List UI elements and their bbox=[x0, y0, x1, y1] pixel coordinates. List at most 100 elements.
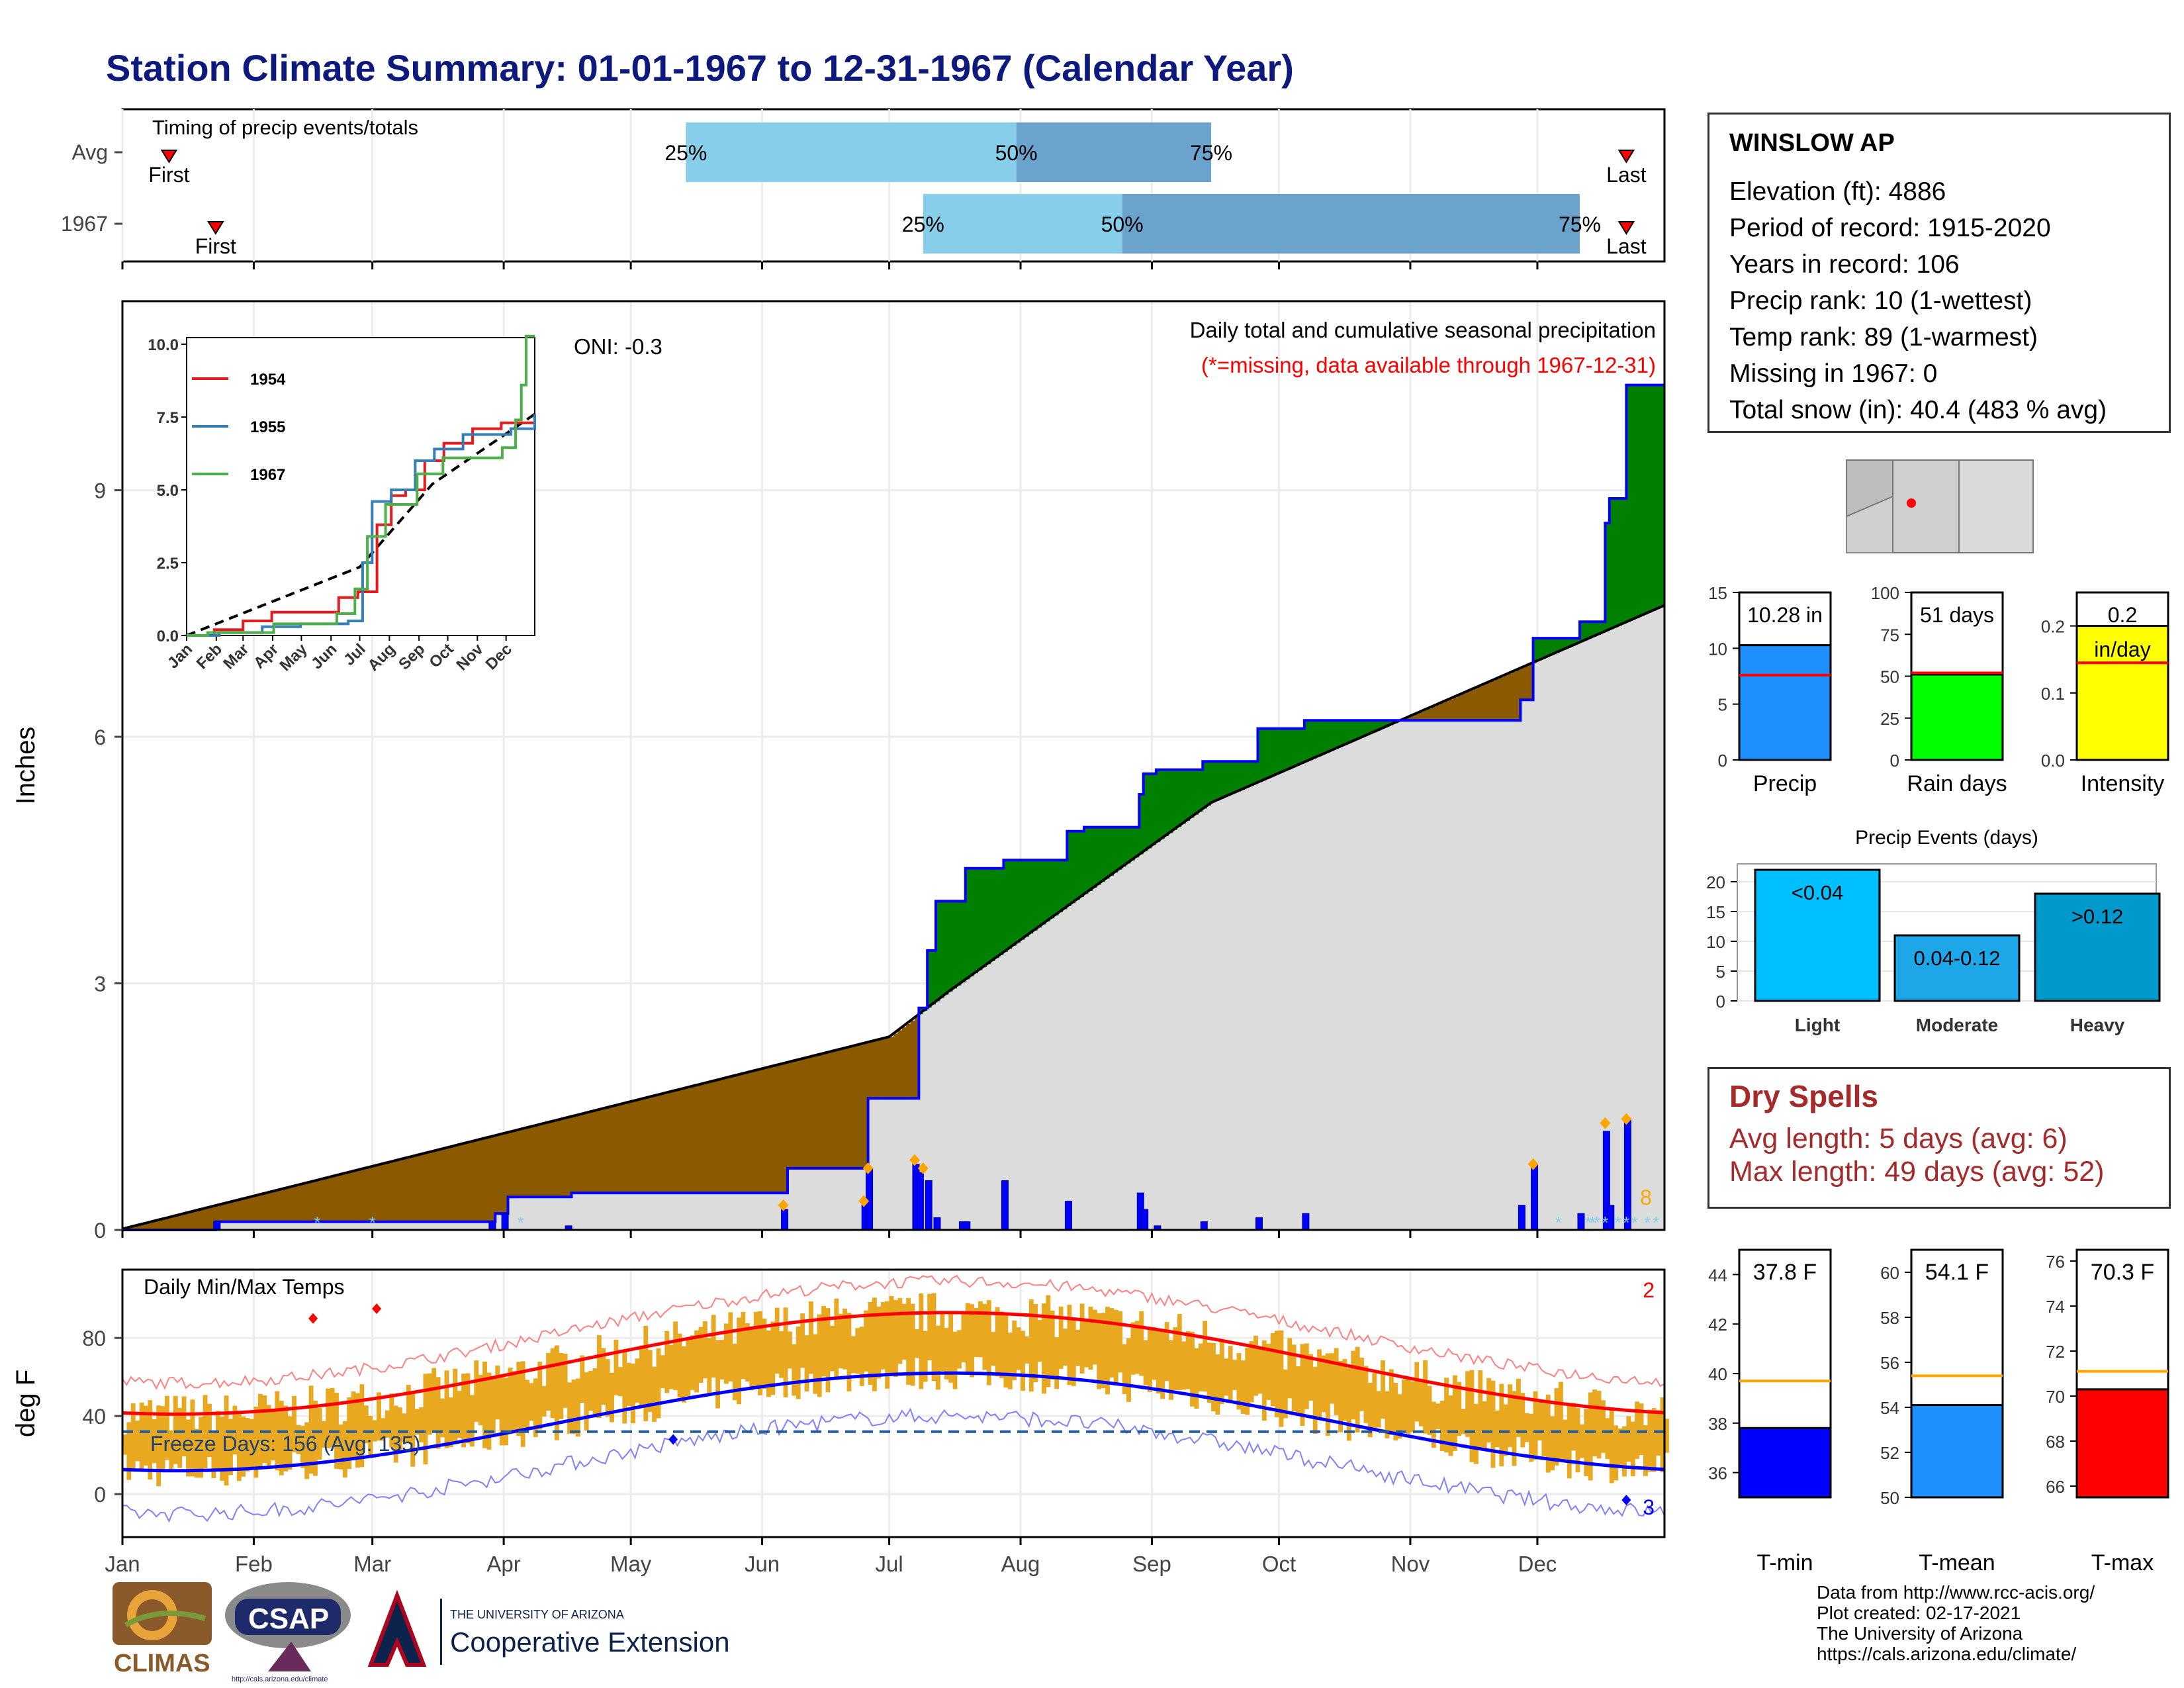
precip-below-normal-fill bbox=[876, 1040, 882, 1099]
temp-daily-bar bbox=[1541, 1403, 1547, 1456]
precip-normal-fill bbox=[541, 1197, 547, 1230]
precip-above-normal-fill bbox=[1575, 638, 1580, 644]
precip-above-normal-fill bbox=[1139, 794, 1144, 855]
precip-normal-fill bbox=[1079, 897, 1085, 1230]
precip-above-normal-fill bbox=[1206, 761, 1212, 806]
temp-daily-bar bbox=[381, 1418, 386, 1441]
precip-above-normal-fill bbox=[931, 950, 936, 1005]
precip-timing-panel: 25% 50% 75% First Last Avg 25% 50% 75% First Last 1… bbox=[61, 108, 1666, 269]
temp-daily-bar bbox=[1621, 1426, 1627, 1477]
precip-normal-fill bbox=[1257, 782, 1263, 1230]
dry-spells-max: Max length: 49 days (avg: 52) bbox=[1729, 1156, 2105, 1188]
precip-normal-fill bbox=[389, 1221, 394, 1230]
temp-daily-bar bbox=[1139, 1311, 1144, 1376]
temp-daily-bar bbox=[453, 1368, 458, 1441]
temp-daily-bar bbox=[1321, 1355, 1326, 1413]
temp-daily-bar bbox=[308, 1385, 314, 1474]
precip-snow-marker: * bbox=[1644, 1213, 1651, 1233]
precip-normal-fill bbox=[228, 1221, 234, 1230]
precip-normal-fill bbox=[719, 1193, 725, 1230]
precip-below-normal-fill bbox=[647, 1097, 653, 1194]
precip-below-normal-fill bbox=[817, 1055, 822, 1168]
precip-normal-fill bbox=[563, 1197, 568, 1230]
precip-below-normal-fill bbox=[169, 1217, 174, 1230]
precip-normal-fill bbox=[1177, 827, 1182, 1230]
precip-daily-bar bbox=[1001, 1180, 1009, 1231]
precip-below-normal-fill bbox=[330, 1176, 335, 1222]
precip-above-normal-fill bbox=[1169, 769, 1174, 833]
precip-normal-fill bbox=[554, 1197, 559, 1230]
temp-daily-bar bbox=[961, 1314, 966, 1363]
events-tick-label: 20 bbox=[1706, 872, 1725, 892]
precip-snow-marker: * bbox=[314, 1213, 320, 1233]
precip-above-normal-fill bbox=[1088, 827, 1093, 891]
precip-normal-fill bbox=[1439, 720, 1445, 1230]
precip-below-normal-fill bbox=[694, 1085, 700, 1194]
precip-below-normal-fill bbox=[774, 1065, 780, 1194]
temp-daily-bar bbox=[715, 1340, 721, 1409]
csap-logo-text: CSAP bbox=[248, 1603, 329, 1635]
precip-below-normal-fill bbox=[1520, 668, 1525, 700]
events-bar-heavy bbox=[2034, 892, 2161, 1002]
precip-below-normal-fill bbox=[1524, 666, 1529, 700]
precip-normal-fill bbox=[901, 1098, 907, 1230]
precip-normal-fill bbox=[1224, 797, 1229, 1230]
precip-snow-marker: * bbox=[1589, 1213, 1596, 1233]
precip-normal-fill bbox=[1388, 725, 1394, 1230]
precip-below-normal-fill bbox=[1486, 682, 1492, 721]
temp-daily-bar bbox=[169, 1430, 174, 1471]
temp-daily-bar bbox=[1614, 1425, 1619, 1481]
precip-below-normal-fill bbox=[313, 1181, 318, 1222]
precip-above-normal-fill bbox=[1190, 769, 1195, 818]
temp-daily-bar bbox=[1596, 1391, 1602, 1459]
precip-normal-fill bbox=[1211, 802, 1216, 1230]
precip-below-normal-fill bbox=[783, 1063, 788, 1194]
precip-normal-fill bbox=[592, 1193, 598, 1230]
temp-daily-bar bbox=[1639, 1403, 1644, 1456]
precip-normal-fill bbox=[923, 1011, 928, 1230]
events-tick-label: 5 bbox=[1716, 962, 1725, 982]
temp-daily-bar bbox=[1490, 1380, 1496, 1468]
precip-snow-marker: * bbox=[1615, 1213, 1621, 1233]
precip-normal-fill bbox=[461, 1221, 467, 1230]
temp-daily-bar bbox=[1397, 1394, 1402, 1439]
precip-normal-fill bbox=[1635, 618, 1640, 1230]
location-map bbox=[1846, 459, 2034, 553]
temp-daily-bar bbox=[880, 1301, 886, 1370]
temp-daily-bar bbox=[1563, 1419, 1568, 1462]
temp-daily-bar bbox=[677, 1333, 682, 1398]
temp-daily-bar bbox=[952, 1331, 958, 1389]
precip-below-normal-fill bbox=[668, 1092, 674, 1194]
precip-normal-fill bbox=[1545, 657, 1551, 1230]
precip-normal-fill bbox=[368, 1221, 373, 1230]
precip-normal-fill bbox=[617, 1193, 623, 1230]
precip-normal-fill bbox=[317, 1221, 322, 1230]
precip-normal-fill bbox=[1351, 741, 1356, 1230]
precip-below-normal-fill bbox=[482, 1139, 488, 1222]
precip-below-normal-fill bbox=[723, 1078, 729, 1194]
precip-normal-fill bbox=[381, 1221, 386, 1230]
precip-normal-fill bbox=[927, 1008, 933, 1230]
temp-daily-bar bbox=[1105, 1307, 1110, 1395]
summary-rain-days-bar bbox=[1910, 673, 2004, 761]
temp-daily-bar bbox=[690, 1335, 695, 1390]
temp-daily-bar bbox=[686, 1339, 691, 1399]
summary-rain-days-label: Rain days bbox=[1907, 771, 2007, 796]
temp-daily-bar bbox=[347, 1397, 352, 1469]
temp-daily-bar bbox=[220, 1417, 225, 1481]
temp-daily-bar bbox=[1028, 1299, 1034, 1392]
precip-normal-fill bbox=[220, 1221, 225, 1230]
temp-daily-bar bbox=[1579, 1424, 1584, 1458]
temp-daily-bar bbox=[1037, 1320, 1042, 1362]
precip-normal-fill bbox=[1033, 930, 1038, 1230]
month-label: Apr bbox=[486, 1552, 520, 1576]
precip-normal-fill bbox=[1228, 795, 1233, 1230]
precip-below-normal-fill bbox=[398, 1160, 403, 1222]
precip-normal-fill bbox=[846, 1168, 852, 1230]
temp-daily-bar bbox=[1567, 1403, 1572, 1479]
precip-below-normal-fill bbox=[516, 1130, 522, 1197]
temp-t-max-tick-label: 70 bbox=[2046, 1387, 2065, 1407]
precip-above-normal-fill bbox=[1617, 498, 1623, 626]
precip-below-normal-fill bbox=[165, 1218, 170, 1230]
precip-below-normal-fill bbox=[211, 1206, 216, 1230]
